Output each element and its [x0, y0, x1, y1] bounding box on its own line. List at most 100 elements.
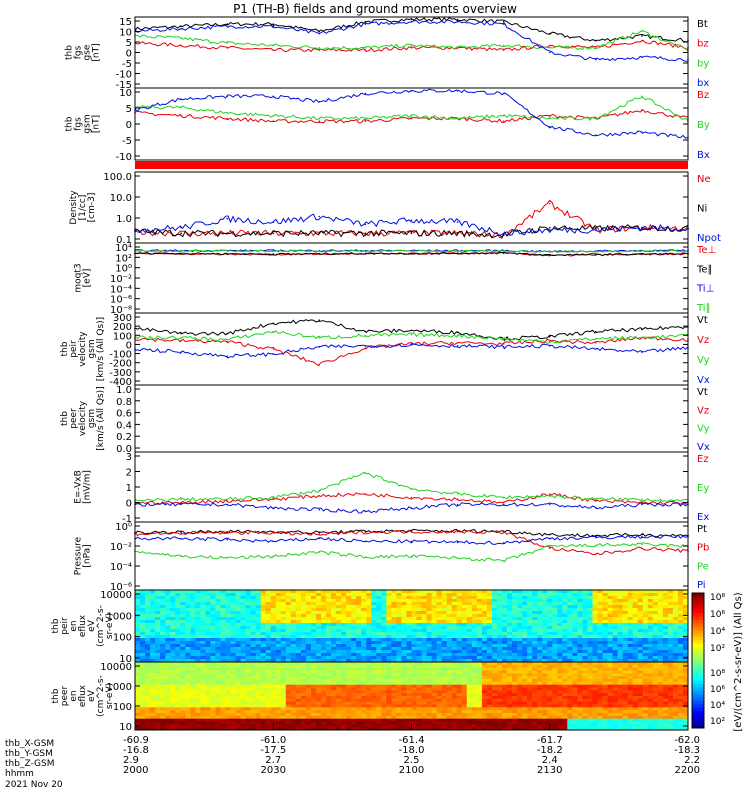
- spec-cell: [351, 724, 357, 728]
- spec-cell: [356, 681, 362, 686]
- spec-cell: [265, 679, 272, 683]
- spec-cell: [512, 676, 518, 680]
- spec-cell: [170, 623, 176, 627]
- spec-cell: [562, 684, 568, 688]
- spec-cell: [311, 664, 317, 669]
- spec-cell: [275, 713, 282, 717]
- spec-cell: [240, 608, 247, 612]
- spec-cell: [476, 623, 483, 627]
- spec-cell: [381, 713, 387, 717]
- spec-cell: [557, 707, 563, 711]
- spec-cell: [577, 659, 583, 663]
- spec-cell: [627, 641, 634, 645]
- spec-cell: [582, 605, 588, 609]
- spec-cell: [285, 684, 292, 688]
- spec-cell: [145, 602, 151, 606]
- spec-cell: [140, 641, 146, 645]
- spec-cell: [225, 673, 231, 677]
- spec-cell: [411, 667, 417, 671]
- spec-cell: [426, 644, 433, 648]
- spec-cell: [497, 599, 503, 603]
- spec-cell: [346, 590, 352, 594]
- spec-cell: [220, 707, 226, 711]
- spec-cell: [341, 632, 347, 636]
- spec-cell: [537, 707, 543, 711]
- spec-cell: [436, 617, 443, 621]
- spec-cell: [255, 590, 262, 594]
- spec-cell: [607, 602, 614, 606]
- spec-cell: [537, 626, 543, 630]
- spec-cell: [522, 679, 528, 683]
- spec-cell: [135, 641, 141, 645]
- spec-cell: [311, 620, 317, 624]
- spec-cell: [486, 715, 493, 720]
- spec-cell: [602, 632, 608, 636]
- spec-cell: [260, 590, 267, 594]
- spec-cell: [527, 696, 533, 700]
- spec-cell: [567, 693, 573, 697]
- spec-cell: [667, 596, 674, 600]
- spec-cell: [391, 727, 397, 731]
- spec-cell: [180, 662, 186, 666]
- spec-cell: [507, 626, 513, 630]
- spec-cell: [240, 590, 247, 594]
- spec-cell: [200, 687, 206, 691]
- spec-cell: [507, 659, 513, 663]
- spec-cell: [557, 650, 563, 654]
- spec-cell: [215, 635, 221, 639]
- spec-cell: [461, 676, 468, 680]
- spec-cell: [507, 647, 513, 651]
- spec-cell: [180, 698, 186, 703]
- spec-cell: [240, 620, 247, 624]
- spec-cell: [270, 667, 277, 671]
- spec-cell: [451, 599, 458, 603]
- spec-cell: [527, 632, 533, 636]
- spec-cell: [396, 687, 402, 691]
- spec-cell: [592, 626, 598, 630]
- spec-cell: [421, 701, 428, 705]
- spec-cell: [275, 707, 282, 711]
- spec-cell: [451, 650, 458, 654]
- spec-cell: [562, 667, 568, 671]
- spec-cell: [657, 635, 664, 639]
- spec-cell: [225, 724, 231, 728]
- spec-cell: [260, 593, 267, 597]
- spec-cell: [135, 653, 141, 657]
- spec-cell: [497, 684, 503, 688]
- spec-cell: [532, 602, 538, 606]
- spec-cell: [491, 638, 498, 642]
- spec-cell: [522, 724, 528, 728]
- spec-cell: [311, 727, 317, 731]
- spec-cell: [155, 659, 161, 663]
- spec-cell: [662, 650, 669, 654]
- spec-cell: [235, 693, 241, 697]
- spec-cell: [401, 638, 407, 642]
- spec-cell: [582, 623, 588, 627]
- spec-cell: [321, 676, 327, 680]
- spec-cell: [507, 713, 513, 717]
- spec-cell: [416, 602, 422, 606]
- spec-cell: [180, 690, 186, 694]
- spec-cell: [140, 698, 146, 703]
- spec-cell: [321, 696, 327, 700]
- spec-cell: [316, 602, 322, 606]
- spec-cell: [592, 605, 598, 609]
- spec-cell: [290, 596, 297, 600]
- spec-cell: [300, 593, 307, 597]
- spec-cell: [547, 638, 553, 642]
- spec-cell: [582, 690, 588, 694]
- spec-cell: [572, 614, 578, 618]
- spec-cell: [190, 611, 196, 615]
- spec-cell: [305, 713, 312, 717]
- spec-cell: [527, 693, 533, 697]
- spec-cell: [607, 698, 614, 703]
- spec-cell: [361, 727, 367, 731]
- spec-cell: [406, 602, 412, 606]
- spec-cell: [416, 641, 422, 645]
- spec-cell: [416, 593, 422, 597]
- spec-cell: [537, 659, 543, 663]
- spec-cell: [346, 687, 352, 691]
- spec-cell: [647, 638, 654, 642]
- spec-cell: [456, 611, 463, 615]
- spec-cell: [195, 670, 201, 674]
